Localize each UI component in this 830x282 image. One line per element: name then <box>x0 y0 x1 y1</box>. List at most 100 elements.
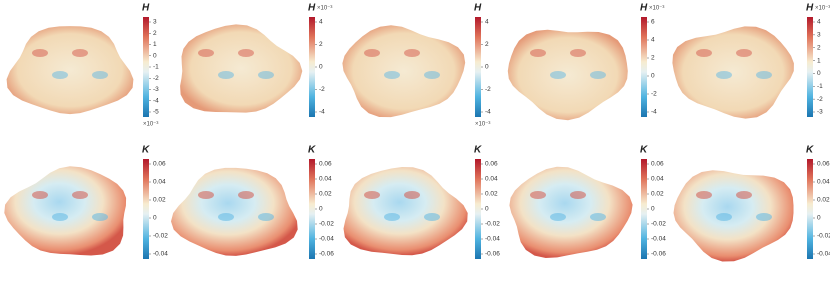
colorbar-label: K <box>142 145 150 156</box>
panel: K0.060.040.020-0.02-0.04-0.06 <box>344 145 501 259</box>
mesh-spot <box>52 213 68 221</box>
colorbar-tick-label: 2 <box>817 44 821 51</box>
mesh-spot <box>424 71 440 79</box>
colorbar-tick-label: 0 <box>153 215 157 222</box>
panel: K0.060.040.020-0.02-0.04 <box>4 145 168 259</box>
colorbar-tick-label: 0 <box>817 70 821 77</box>
colorbar-tick-label: 1 <box>153 41 157 48</box>
colorbar-tick-label: -4 <box>485 109 491 116</box>
mesh-spot <box>550 213 566 221</box>
colorbar-tick-label: 4 <box>651 37 655 44</box>
colorbar-tick-label: 0.02 <box>651 191 664 198</box>
mesh-spot <box>72 49 88 57</box>
mesh-spot <box>736 49 752 57</box>
mesh-render <box>508 30 628 120</box>
colorbar-tick-label: 0 <box>817 215 821 222</box>
colorbar <box>641 159 647 259</box>
colorbar-tick-label: 2 <box>153 30 157 37</box>
colorbar-tick-label: -0.02 <box>817 233 830 240</box>
colorbar-tick-label: 3 <box>817 32 821 39</box>
mesh-render <box>672 26 794 118</box>
colorbar-tick-label: 0.04 <box>485 176 498 183</box>
colorbar-label: H <box>640 3 648 14</box>
colorbar-tick-label: -0.04 <box>817 251 830 258</box>
colorbar-multiplier: ×10⁻³ <box>475 122 490 128</box>
mesh-spot <box>258 71 274 79</box>
mesh-render <box>509 167 632 258</box>
mesh-render <box>342 25 465 117</box>
colorbar-label: K <box>640 145 648 156</box>
mesh-spot <box>424 213 440 221</box>
mesh-spot <box>32 191 48 199</box>
panel: K0.060.040.020-0.02-0.04 <box>674 145 830 262</box>
mesh-spot <box>590 213 606 221</box>
mesh-render <box>4 166 126 255</box>
colorbar-tick-label: -0.04 <box>651 236 666 243</box>
mesh-spot <box>364 49 380 57</box>
mesh-render <box>344 167 468 255</box>
mesh-spot <box>72 191 88 199</box>
colorbar-tick-label: -4 <box>651 109 657 116</box>
colorbar <box>309 17 315 117</box>
colorbar-tick-label: -2 <box>817 96 823 103</box>
colorbar-tick-label: 2 <box>651 55 655 62</box>
mesh-spot <box>32 49 48 57</box>
mesh-spot <box>198 191 214 199</box>
colorbar-tick-label: -2 <box>651 91 657 98</box>
colorbar-tick-label: 3 <box>153 19 157 26</box>
colorbar-multiplier: ×10⁻³ <box>143 122 158 128</box>
colorbar-tick-label: -0.04 <box>485 236 500 243</box>
colorbar-tick-label: -0.02 <box>651 221 666 228</box>
colorbar-tick-label: 0 <box>485 64 489 71</box>
mesh-spot <box>238 49 254 57</box>
colorbar <box>309 159 315 259</box>
colorbar-tick-label: -2 <box>319 86 325 93</box>
mesh-spot <box>530 191 546 199</box>
panel: K0.060.040.020-0.02-0.04-0.06 <box>171 145 334 259</box>
colorbar-tick-label: -4 <box>319 109 325 116</box>
mesh-spot <box>736 191 752 199</box>
mesh-render <box>171 168 298 256</box>
mesh-spot <box>52 71 68 79</box>
colorbar-tick-label: 0.02 <box>153 197 166 204</box>
colorbar <box>475 159 481 259</box>
mesh-render <box>7 26 134 114</box>
mesh-spot <box>716 71 732 79</box>
colorbar-tick-label: -0.06 <box>651 251 666 258</box>
colorbar-label: H <box>308 3 316 14</box>
colorbar-tick-label: 0 <box>651 206 655 213</box>
panel: K0.060.040.020-0.02-0.04-0.06 <box>509 145 666 259</box>
mesh-spot <box>92 71 108 79</box>
mesh-spot <box>404 191 420 199</box>
colorbar-tick-label: -0.02 <box>153 233 168 240</box>
colorbar-tick-label: -3 <box>817 109 823 116</box>
colorbar <box>641 17 647 117</box>
mesh-spot <box>716 213 732 221</box>
colorbar-tick-label: -1 <box>817 83 823 90</box>
mesh-spot <box>198 49 214 57</box>
colorbar-label: K <box>474 145 482 156</box>
colorbar-tick-label: 4 <box>817 19 821 26</box>
mesh-spot <box>364 191 380 199</box>
colorbar-tick-label: 0.06 <box>485 161 498 168</box>
colorbar-tick-label: 0.06 <box>817 161 830 168</box>
colorbar-tick-label: 4 <box>319 19 323 26</box>
mesh-spot <box>530 49 546 57</box>
colorbar-tick-label: -5 <box>153 109 159 116</box>
mesh-spot <box>570 191 586 199</box>
mesh-spot <box>696 49 712 57</box>
colorbar <box>143 17 149 117</box>
mesh-spot <box>92 213 108 221</box>
colorbar-tick-label: 0.02 <box>319 191 332 198</box>
colorbar-tick-label: 0.04 <box>319 176 332 183</box>
colorbar-multiplier: ×10⁻³ <box>649 6 664 12</box>
mesh-render <box>180 24 302 112</box>
mesh-spot <box>570 49 586 57</box>
colorbar-tick-label: -0.04 <box>319 236 334 243</box>
colorbar-tick-label: 0.02 <box>817 197 830 204</box>
colorbar-tick-label: 0 <box>651 73 655 80</box>
